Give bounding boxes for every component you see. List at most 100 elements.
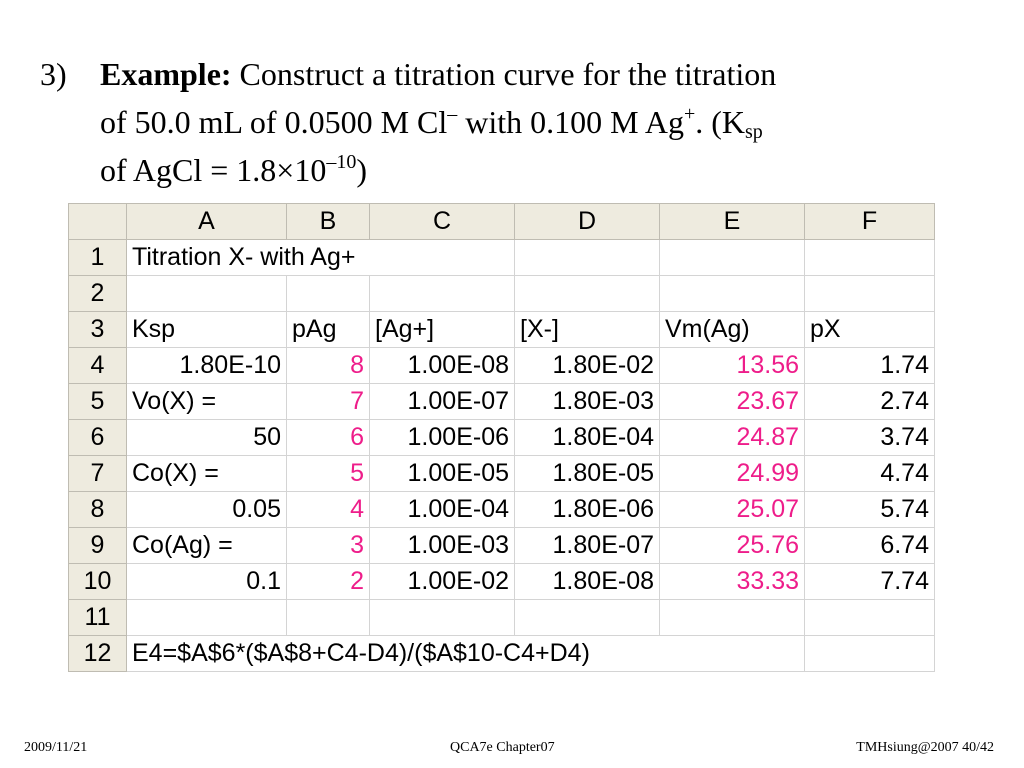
cell-b7[interactable]: 5 — [286, 455, 370, 492]
cell-d1[interactable] — [514, 239, 660, 276]
cell-e2[interactable] — [659, 275, 805, 312]
row-header-12[interactable]: 12 — [68, 635, 127, 672]
cell-e11[interactable] — [659, 599, 805, 636]
cell-d10[interactable]: 1.80E-08 — [514, 563, 660, 600]
select-all-corner[interactable] — [68, 203, 127, 240]
cell-c10[interactable]: 1.00E-02 — [369, 563, 515, 600]
sheet-row-12: 12 E4=$A$6*($A$8+C4-D4)/($A$10-C4+D4) — [68, 635, 935, 672]
cell-f12[interactable] — [804, 635, 935, 672]
cell-c2[interactable] — [369, 275, 515, 312]
cell-d9[interactable]: 1.80E-07 — [514, 527, 660, 564]
row-header-7[interactable]: 7 — [68, 455, 127, 492]
cell-c7[interactable]: 1.00E-05 — [369, 455, 515, 492]
cell-d6[interactable]: 1.80E-04 — [514, 419, 660, 456]
row-header-6[interactable]: 6 — [68, 419, 127, 456]
cell-f5[interactable]: 2.74 — [804, 383, 935, 420]
cell-a5[interactable]: Vo(X) = — [126, 383, 287, 420]
column-header-a[interactable]: A — [126, 203, 287, 240]
sheet-row-2: 2 — [68, 275, 935, 312]
sheet-row-3: 3 Ksp pAg [Ag+] [X-] Vm(Ag) pX — [68, 311, 935, 348]
footer-date: 2009/11/21 — [24, 740, 88, 755]
example-text: Example: Construct a titration curve for… — [100, 56, 777, 188]
cell-e6[interactable]: 24.87 — [659, 419, 805, 456]
cell-a7[interactable]: Co(X) = — [126, 455, 287, 492]
example-number: 3) — [40, 56, 67, 92]
cell-b3[interactable]: pAg — [286, 311, 370, 348]
cell-b8[interactable]: 4 — [286, 491, 370, 528]
cell-a6[interactable]: 50 — [126, 419, 287, 456]
sheet-row-7: 7 Co(X) = 5 1.00E-05 1.80E-05 24.99 4.74 — [68, 455, 935, 492]
cell-c3[interactable]: [Ag+] — [369, 311, 515, 348]
cell-a11[interactable] — [126, 599, 287, 636]
cell-f10[interactable]: 7.74 — [804, 563, 935, 600]
example-label: Example: — [100, 56, 232, 92]
cell-f11[interactable] — [804, 599, 935, 636]
sheet-row-4: 4 1.80E-10 8 1.00E-08 1.80E-02 13.56 1.74 — [68, 347, 935, 384]
cell-f4[interactable]: 1.74 — [804, 347, 935, 384]
sheet-row-6: 6 50 6 1.00E-06 1.80E-04 24.87 3.74 — [68, 419, 935, 456]
cell-e5[interactable]: 23.67 — [659, 383, 805, 420]
cell-e8[interactable]: 25.07 — [659, 491, 805, 528]
cell-c8[interactable]: 1.00E-04 — [369, 491, 515, 528]
cell-d8[interactable]: 1.80E-06 — [514, 491, 660, 528]
column-header-f[interactable]: F — [804, 203, 935, 240]
sheet-row-9: 9 Co(Ag) = 3 1.00E-03 1.80E-07 25.76 6.74 — [68, 527, 935, 564]
row-header-4[interactable]: 4 — [68, 347, 127, 384]
cell-d7[interactable]: 1.80E-05 — [514, 455, 660, 492]
sheet-row-10: 10 0.1 2 1.00E-02 1.80E-08 33.33 7.74 — [68, 563, 935, 600]
row-header-2[interactable]: 2 — [68, 275, 127, 312]
footer-page-info: TMHsiung@2007 40/42 — [856, 740, 994, 755]
cell-b5[interactable]: 7 — [286, 383, 370, 420]
cell-e7[interactable]: 24.99 — [659, 455, 805, 492]
cell-a12[interactable]: E4=$A$6*($A$8+C4-D4)/($A$10-C4+D4) — [126, 635, 805, 672]
cell-c9[interactable]: 1.00E-03 — [369, 527, 515, 564]
cell-d11[interactable] — [514, 599, 660, 636]
row-header-11[interactable]: 11 — [68, 599, 127, 636]
column-header-e[interactable]: E — [659, 203, 805, 240]
cell-e9[interactable]: 25.76 — [659, 527, 805, 564]
cell-c6[interactable]: 1.00E-06 — [369, 419, 515, 456]
cell-e4[interactable]: 13.56 — [659, 347, 805, 384]
cell-c5[interactable]: 1.00E-07 — [369, 383, 515, 420]
cell-f6[interactable]: 3.74 — [804, 419, 935, 456]
column-header-b[interactable]: B — [286, 203, 370, 240]
cell-a9[interactable]: Co(Ag) = — [126, 527, 287, 564]
cell-f1[interactable] — [804, 239, 935, 276]
cell-a2[interactable] — [126, 275, 287, 312]
cell-f2[interactable] — [804, 275, 935, 312]
cell-f7[interactable]: 4.74 — [804, 455, 935, 492]
cell-b10[interactable]: 2 — [286, 563, 370, 600]
cell-b4[interactable]: 8 — [286, 347, 370, 384]
cell-a3[interactable]: Ksp — [126, 311, 287, 348]
cell-c11[interactable] — [369, 599, 515, 636]
cell-f8[interactable]: 5.74 — [804, 491, 935, 528]
cell-a10[interactable]: 0.1 — [126, 563, 287, 600]
cell-e1[interactable] — [659, 239, 805, 276]
cell-d5[interactable]: 1.80E-03 — [514, 383, 660, 420]
cell-f9[interactable]: 6.74 — [804, 527, 935, 564]
row-header-3[interactable]: 3 — [68, 311, 127, 348]
cell-b9[interactable]: 3 — [286, 527, 370, 564]
row-header-5[interactable]: 5 — [68, 383, 127, 420]
cell-e10[interactable]: 33.33 — [659, 563, 805, 600]
cell-b6[interactable]: 6 — [286, 419, 370, 456]
cell-a8[interactable]: 0.05 — [126, 491, 287, 528]
cell-b11[interactable] — [286, 599, 370, 636]
cell-d3[interactable]: [X-] — [514, 311, 660, 348]
cell-e3[interactable]: Vm(Ag) — [659, 311, 805, 348]
cell-d2[interactable] — [514, 275, 660, 312]
cell-f3[interactable]: pX — [804, 311, 935, 348]
row-header-10[interactable]: 10 — [68, 563, 127, 600]
cell-a4[interactable]: 1.80E-10 — [126, 347, 287, 384]
row-header-8[interactable]: 8 — [68, 491, 127, 528]
row-header-1[interactable]: 1 — [68, 239, 127, 276]
sheet-row-11: 11 — [68, 599, 935, 636]
cell-d4[interactable]: 1.80E-02 — [514, 347, 660, 384]
cell-a1[interactable]: Titration X- with Ag+ — [126, 239, 515, 276]
column-header-d[interactable]: D — [514, 203, 660, 240]
cell-c4[interactable]: 1.00E-08 — [369, 347, 515, 384]
cell-b2[interactable] — [286, 275, 370, 312]
column-header-c[interactable]: C — [369, 203, 515, 240]
row-header-9[interactable]: 9 — [68, 527, 127, 564]
